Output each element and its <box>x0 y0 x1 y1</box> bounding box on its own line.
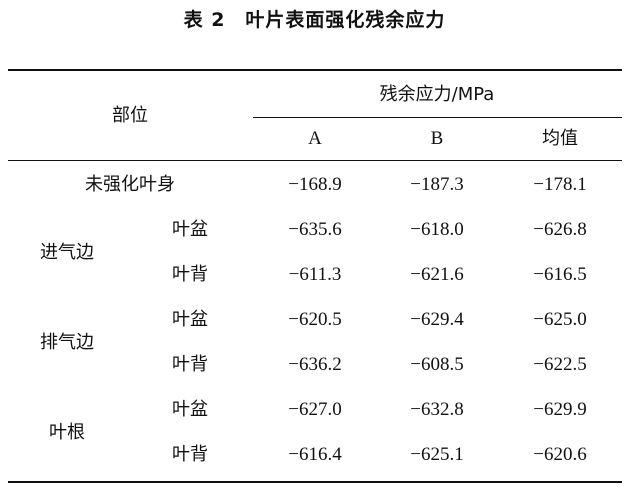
row-sub-label: 叶背 <box>172 354 208 375</box>
row-group-label: 未强化叶身 <box>85 174 175 195</box>
row-sub-label: 叶盆 <box>172 309 208 330</box>
table-cell: −627.0 <box>288 399 342 420</box>
header-rule <box>8 160 622 161</box>
bottom-rule <box>8 481 622 483</box>
table-cell: −635.6 <box>288 219 342 240</box>
table-cell: −620.5 <box>288 309 342 330</box>
table-cell: −629.4 <box>410 309 464 330</box>
table-cell: −625.1 <box>410 444 464 465</box>
table-cell: −625.0 <box>533 309 587 330</box>
table-cell: −616.4 <box>288 444 342 465</box>
table-title: 表 2 叶片表面强化残余应力 <box>183 9 446 31</box>
table-cell: −621.6 <box>410 264 464 285</box>
table-cell: −620.6 <box>533 444 587 465</box>
table-cell: −168.9 <box>288 174 342 195</box>
row-sub-label: 叶背 <box>172 264 208 285</box>
table-cell: −632.8 <box>410 399 464 420</box>
table-cell: −629.9 <box>533 399 587 420</box>
header-col-mean: 均值 <box>542 128 578 149</box>
table-cell: −608.5 <box>410 354 464 375</box>
row-group-label: 进气边 <box>40 241 94 263</box>
row-sub-label: 叶盆 <box>172 399 208 420</box>
table-cell: −178.1 <box>533 174 587 195</box>
table-cell: −636.2 <box>288 354 342 375</box>
header-col-a: A <box>308 128 322 149</box>
row-sub-label: 叶盆 <box>172 219 208 240</box>
table-cell: −611.3 <box>288 264 342 285</box>
table-cell: −616.5 <box>533 264 587 285</box>
header-part: 部位 <box>112 105 148 126</box>
table-cell: −187.3 <box>410 174 464 195</box>
header-sub-rule <box>253 117 622 118</box>
row-sub-label: 叶背 <box>172 444 208 465</box>
table-cell: −626.8 <box>533 219 587 240</box>
row-group-label: 排气边 <box>40 331 94 353</box>
header-residual-stress: 残余应力/MPa <box>379 84 495 105</box>
row-group-label: 叶根 <box>49 421 85 443</box>
top-rule <box>8 69 622 71</box>
header-col-b: B <box>430 128 444 149</box>
table-cell: −622.5 <box>533 354 587 375</box>
table-cell: −618.0 <box>410 219 464 240</box>
